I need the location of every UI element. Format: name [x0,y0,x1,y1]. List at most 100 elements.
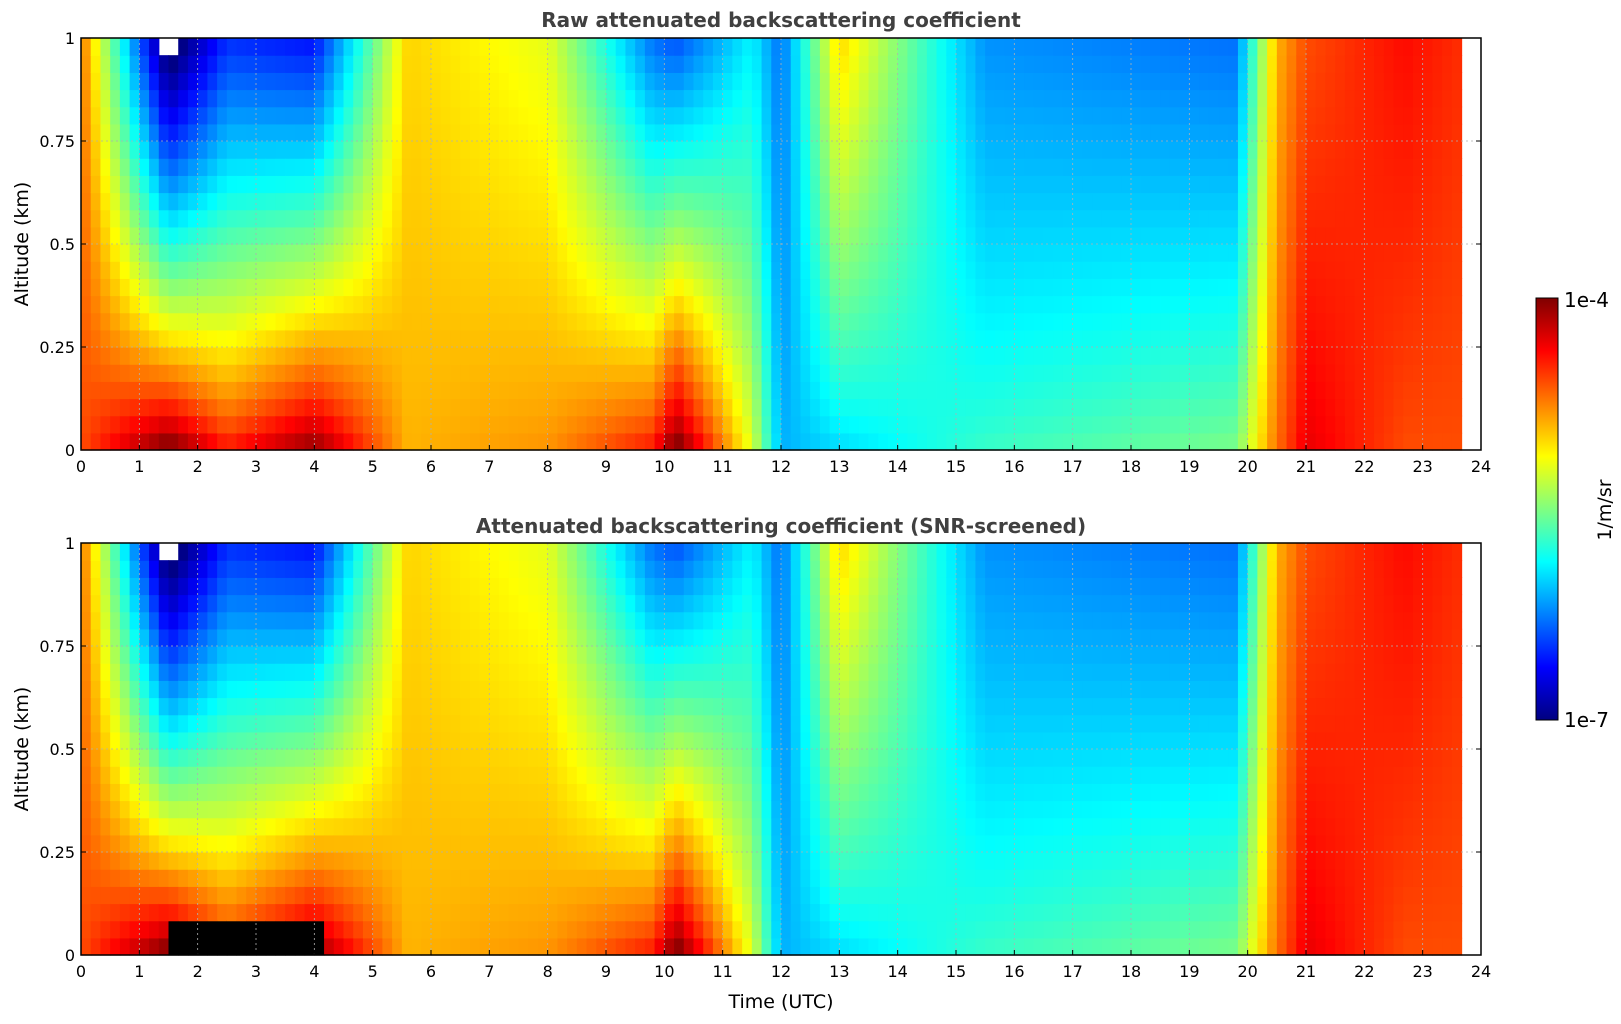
heatmap-cell [81,55,91,73]
heatmap-cell [382,749,392,767]
heatmap-cell [402,107,412,125]
heatmap-cell [450,72,460,90]
heatmap-cell [285,595,295,613]
heatmap-cell [237,278,247,296]
heatmap-cell [246,158,256,176]
heatmap-cell [344,886,354,904]
heatmap-cell [548,193,558,211]
heatmap-cell [742,381,752,399]
heatmap-cell [946,313,956,331]
heatmap-cell [839,124,849,142]
heatmap-cell [966,416,976,434]
heatmap-cell [1112,158,1122,176]
heatmap-cell [635,210,645,228]
heatmap-cell [344,107,354,125]
heatmap-cell [1150,278,1160,296]
heatmap-cell [995,38,1005,56]
heatmap-cell [995,364,1005,382]
heatmap-cell [489,244,499,262]
heatmap-cell [567,629,577,647]
heatmap-cell [655,818,665,836]
heatmap-cell [1257,278,1267,296]
heatmap-cell [1296,330,1306,348]
heatmap-cell [1092,38,1102,56]
heatmap-cell [480,175,490,193]
heatmap-cell [100,818,110,836]
heatmap-cell [373,869,383,887]
heatmap-cell [431,715,441,733]
heatmap-cell [635,38,645,56]
heatmap-cell [927,72,937,90]
heatmap-cell [499,193,509,211]
heatmap-cell [1335,313,1345,331]
heatmap-cell [1082,193,1092,211]
heatmap-cell [227,227,237,245]
heatmap-cell [100,347,110,365]
heatmap-cell [742,278,752,296]
heatmap-cell [606,227,616,245]
heatmap-cell [1325,210,1335,228]
heatmap-cell [295,663,305,681]
heatmap-cell [694,90,704,108]
heatmap-cell [1248,141,1258,159]
heatmap-cell [781,416,791,434]
heatmap-cell [1238,296,1248,314]
heatmap-cell [528,801,538,819]
heatmap-cell [625,244,635,262]
heatmap-cell [178,330,188,348]
heatmap-cell [373,595,383,613]
heatmap-cell [567,347,577,365]
heatmap-cell [431,141,441,159]
heatmap-cell [1296,416,1306,434]
heatmap-cell [684,210,694,228]
heatmap-cell [1170,107,1180,125]
heatmap-cell [450,210,460,228]
heatmap-cell [1228,244,1238,262]
heatmap-cell [470,124,480,142]
heatmap-cell [557,698,567,716]
heatmap-cell [169,313,179,331]
heatmap-cell [1219,107,1229,125]
heatmap-cell [995,158,1005,176]
heatmap-cell [878,141,888,159]
heatmap-cell [1267,330,1277,348]
heatmap-cell [1394,416,1404,434]
heatmap-cell [227,715,237,733]
heatmap-cell [519,296,529,314]
heatmap-cell [509,646,519,664]
heatmap-cell [820,330,830,348]
heatmap-cell [645,904,655,922]
heatmap-cell [353,646,363,664]
heatmap-cell [480,72,490,90]
heatmap-cell [995,55,1005,73]
heatmap-cell [188,560,198,578]
heatmap-cell [1092,313,1102,331]
heatmap-cell [1345,278,1355,296]
heatmap-cell [499,416,509,434]
heatmap-cell [392,732,402,750]
heatmap-cell [898,227,908,245]
heatmap-cell [207,801,217,819]
heatmap-cell [470,261,480,279]
heatmap-cell [1248,433,1258,451]
heatmap-cell [878,193,888,211]
heatmap-cell [198,698,208,716]
heatmap-cell [402,210,412,228]
heatmap-cell [1423,261,1433,279]
heatmap-cell [266,278,276,296]
heatmap-cell [344,749,354,767]
heatmap-cell [188,278,198,296]
heatmap-cell [81,766,91,784]
heatmap-cell [324,783,334,801]
heatmap-cell [324,835,334,853]
heatmap-cell [781,124,791,142]
heatmap-cell [285,732,295,750]
heatmap-cell [1141,175,1151,193]
heatmap-cell [1219,55,1229,73]
heatmap-cell [334,55,344,73]
heatmap-cell [227,55,237,73]
heatmap-cell [412,381,422,399]
heatmap-cell [246,852,256,870]
heatmap-cell [450,543,460,561]
heatmap-cell [907,416,917,434]
